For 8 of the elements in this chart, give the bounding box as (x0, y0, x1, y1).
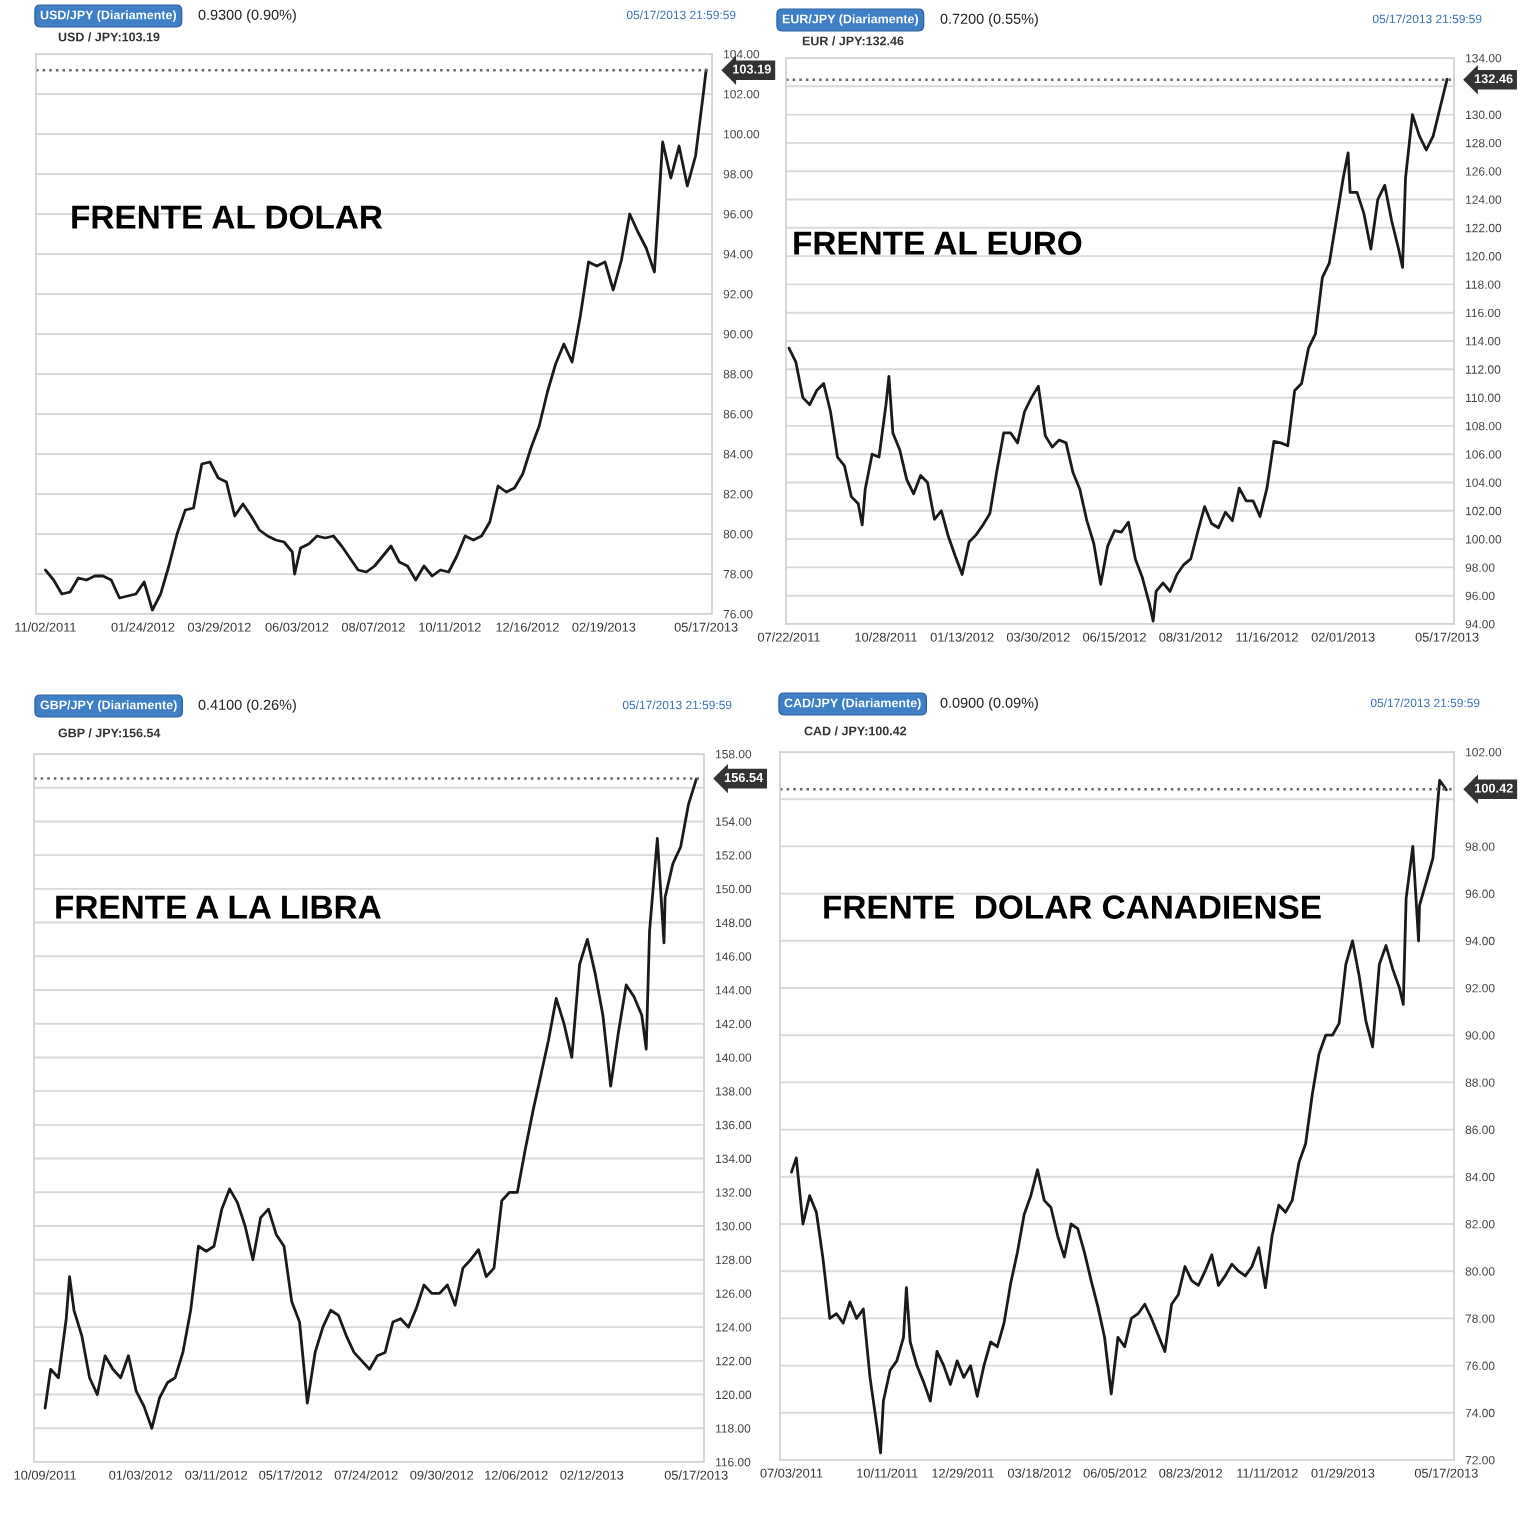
annotation: FRENTE AL DOLAR (72, 205, 383, 229)
line-series (787, 77, 1449, 623)
line-series (44, 68, 708, 612)
annotation: FRENTE A LA LIBRA (56, 895, 381, 919)
annotation: FRENTE DOLAR CANADIENSE (824, 895, 1321, 919)
annotation: FRENTE AL EURO (794, 231, 1082, 255)
line-series (790, 778, 1448, 1455)
line-series (43, 777, 698, 1430)
